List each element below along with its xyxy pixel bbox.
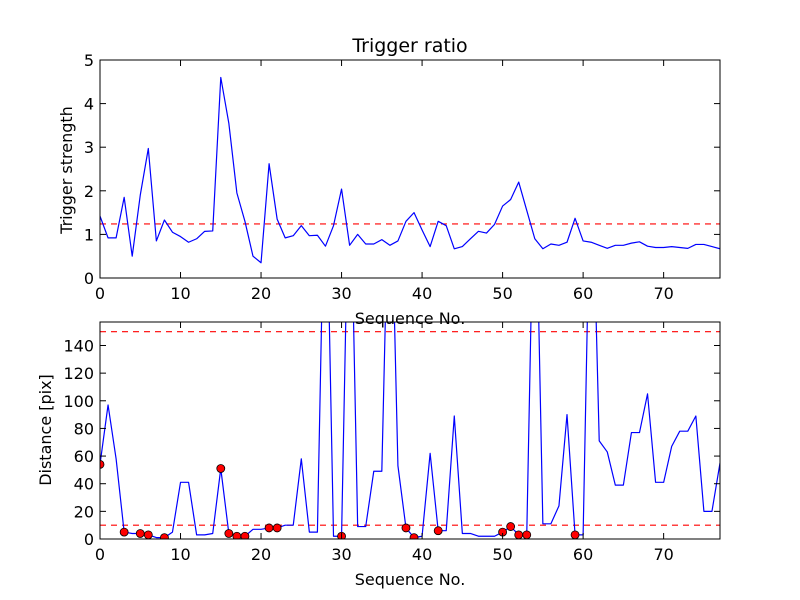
bottom-x-tick-label: 10 bbox=[170, 545, 190, 564]
bottom-y-tick-label: 140 bbox=[63, 336, 94, 355]
bottom-marker-point bbox=[401, 523, 411, 533]
bottom-x-axis-label: Sequence No. bbox=[355, 570, 466, 589]
top-y-tick-label: 5 bbox=[84, 51, 94, 70]
bottom-marker-point bbox=[264, 523, 274, 533]
chart-title: Trigger ratio bbox=[351, 35, 467, 57]
distance-chart: Sequence No. Distance [pix] 0 10 20 30 40 50 6… bbox=[36, 321, 721, 589]
top-y-tick-label: 4 bbox=[84, 95, 94, 114]
bottom-marker-point bbox=[272, 523, 282, 533]
bottom-marker-point bbox=[216, 464, 226, 473]
bottom-marker-point bbox=[514, 530, 524, 539]
top-x-tick-label: 0 bbox=[95, 284, 105, 303]
bottom-y-tick-label: 20 bbox=[74, 502, 94, 521]
bottom-marker-point bbox=[100, 459, 105, 469]
bottom-marker-point bbox=[119, 527, 129, 537]
bottom-marker-point bbox=[160, 533, 169, 539]
bottom-marker-point bbox=[240, 531, 250, 539]
bottom-y-axis-label: Distance [pix] bbox=[36, 374, 55, 486]
bottom-y-tick-label: 40 bbox=[74, 475, 94, 494]
bottom-y-tick-label: 0 bbox=[84, 530, 94, 549]
top-x-axis-label: Sequence No. bbox=[355, 309, 466, 328]
top-y-tick-label: 3 bbox=[84, 138, 94, 157]
bottom-x-tick-label: 20 bbox=[251, 545, 271, 564]
trigger-ratio-chart: Trigger ratio Sequence No. Trigger stren… bbox=[57, 35, 721, 328]
bottom-marker-point bbox=[224, 529, 234, 538]
top-x-tick-label: 10 bbox=[170, 284, 190, 303]
bottom-y-tick-label: 60 bbox=[74, 447, 94, 466]
bottom-marker-point bbox=[522, 530, 532, 539]
top-x-tick-label: 50 bbox=[492, 284, 512, 303]
bottom-x-tick-label: 0 bbox=[95, 545, 105, 564]
top-y-axis-label: Trigger strength bbox=[57, 106, 76, 235]
bottom-y-tick-label: 120 bbox=[63, 364, 94, 383]
top-x-tick-label: 30 bbox=[331, 284, 351, 303]
bottom-marker-point bbox=[135, 529, 145, 538]
top-series-line bbox=[100, 76, 720, 264]
top-axes-frame bbox=[99, 59, 721, 279]
bottom-marker-point bbox=[433, 526, 443, 536]
bottom-x-tick-label: 30 bbox=[331, 545, 351, 564]
bottom-y-tick-label: 100 bbox=[63, 392, 94, 411]
top-x-tick-label: 20 bbox=[251, 284, 271, 303]
bottom-marker-point bbox=[506, 522, 516, 531]
bottom-series-line bbox=[100, 322, 720, 539]
bottom-plot-area bbox=[100, 322, 720, 539]
bottom-marker-point bbox=[409, 533, 419, 539]
bottom-x-tick-label: 60 bbox=[573, 545, 593, 564]
bottom-y-tick-label: 80 bbox=[74, 419, 94, 438]
bottom-x-tick-label: 50 bbox=[492, 545, 512, 564]
bottom-x-tick-label: 70 bbox=[653, 545, 673, 564]
bottom-x-tick-label: 40 bbox=[412, 545, 432, 564]
top-x-tick-label: 60 bbox=[573, 284, 593, 303]
top-plot-area bbox=[100, 76, 720, 264]
top-y-tick-label: 0 bbox=[84, 269, 94, 288]
top-x-tick-label: 40 bbox=[412, 284, 432, 303]
bottom-marker-point bbox=[570, 530, 580, 539]
top-x-tick-label: 70 bbox=[653, 284, 673, 303]
bottom-marker-point bbox=[143, 530, 153, 539]
top-y-tick-label: 1 bbox=[84, 225, 94, 244]
bottom-axes-frame bbox=[99, 321, 721, 540]
top-y-tick-label: 2 bbox=[84, 182, 94, 201]
